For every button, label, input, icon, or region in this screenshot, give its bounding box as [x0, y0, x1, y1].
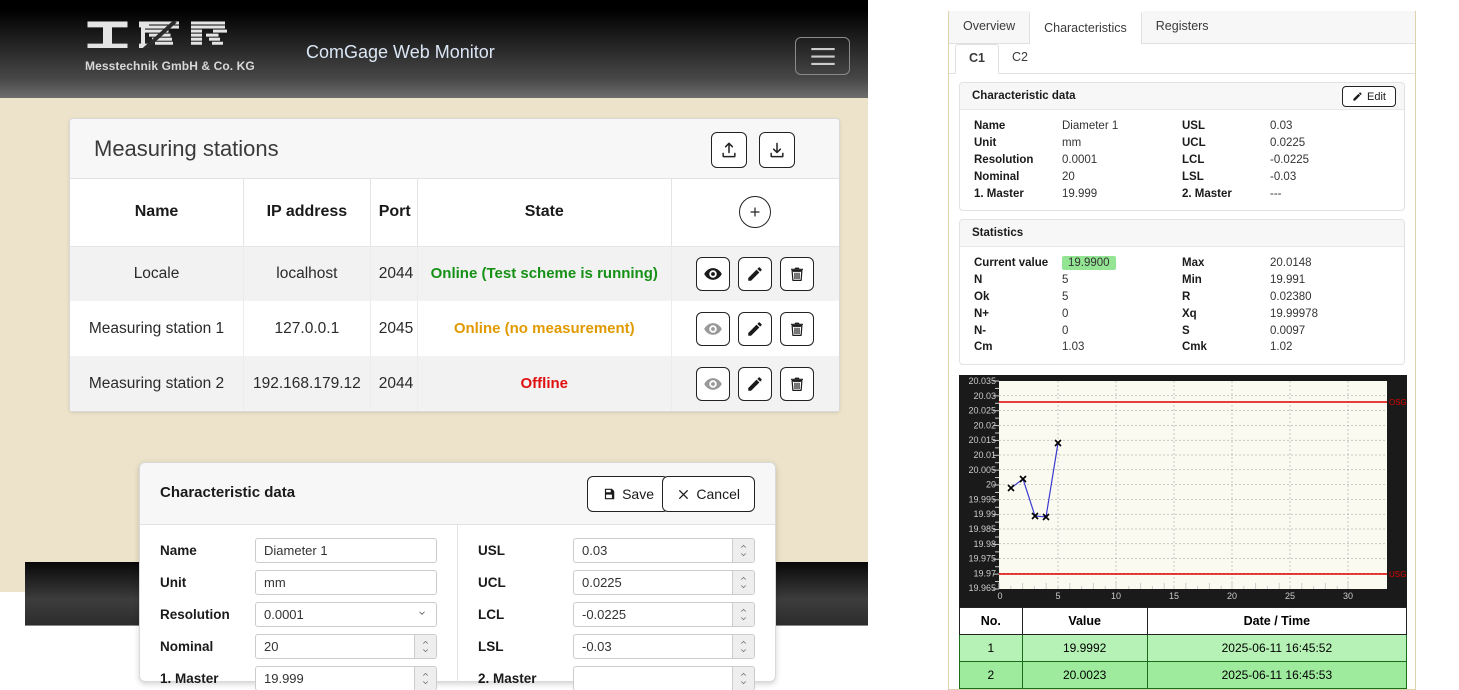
- svg-text:OSG: OSG: [1389, 398, 1407, 407]
- svg-text:20.01: 20.01: [973, 450, 996, 460]
- svg-text:USG: USG: [1389, 570, 1406, 579]
- svg-text:20: 20: [1227, 591, 1237, 601]
- svg-text:30: 30: [1343, 591, 1353, 601]
- svg-text:20.035: 20.035: [968, 376, 996, 386]
- svg-text:19.98: 19.98: [973, 539, 996, 549]
- svg-text:20: 20: [986, 479, 996, 489]
- svg-text:19.985: 19.985: [968, 524, 996, 534]
- svg-text:25: 25: [1285, 591, 1295, 601]
- svg-text:15: 15: [1169, 591, 1179, 601]
- svg-text:19.975: 19.975: [968, 553, 996, 563]
- svg-text:20.025: 20.025: [968, 405, 996, 415]
- svg-text:19.97: 19.97: [973, 568, 996, 578]
- svg-text:20.015: 20.015: [968, 435, 996, 445]
- svg-text:19.965: 19.965: [968, 583, 996, 593]
- svg-text:20.03: 20.03: [973, 391, 996, 401]
- svg-text:5: 5: [1055, 591, 1060, 601]
- svg-text:20.005: 20.005: [968, 465, 996, 475]
- svg-text:20.02: 20.02: [973, 420, 996, 430]
- svg-text:19.99: 19.99: [973, 509, 996, 519]
- svg-text:10: 10: [1111, 591, 1121, 601]
- svg-text:19.995: 19.995: [968, 494, 996, 504]
- svg-text:0: 0: [997, 591, 1002, 601]
